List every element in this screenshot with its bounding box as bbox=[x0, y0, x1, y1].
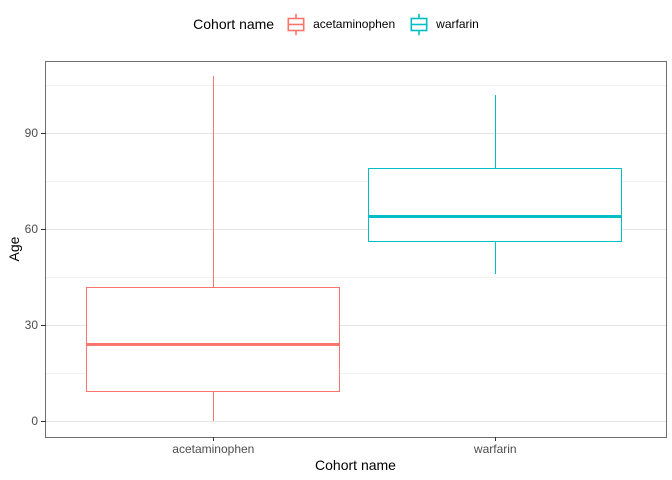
boxplot-key-icon bbox=[287, 13, 305, 35]
x-axis-title: Cohort name bbox=[315, 457, 396, 473]
boxplot-key-icon bbox=[410, 13, 428, 35]
gridline-minor bbox=[46, 276, 666, 278]
box-warfarin bbox=[368, 168, 623, 242]
y-tick-label: 90 bbox=[24, 126, 38, 141]
gridline-major bbox=[46, 324, 666, 326]
y-axis-title: Age bbox=[6, 236, 22, 262]
legend-item-acetaminophen: acetaminophen bbox=[286, 13, 395, 36]
y-tick-label: 30 bbox=[24, 318, 38, 333]
median-acetaminophen bbox=[86, 343, 341, 346]
legend-item-warfarin: warfarin bbox=[409, 13, 479, 36]
x-tick-mark bbox=[494, 437, 496, 441]
gridline-minor bbox=[46, 84, 666, 86]
whisker-upper-acetaminophen bbox=[212, 75, 215, 287]
legend-item-label: warfarin bbox=[436, 17, 479, 31]
gridline-minor bbox=[46, 180, 666, 182]
whisker-upper-warfarin bbox=[494, 94, 497, 169]
median-warfarin bbox=[368, 215, 623, 218]
plot-panel bbox=[45, 61, 667, 438]
y-tick-label: 60 bbox=[24, 222, 38, 237]
x-tick-label: acetaminophen bbox=[172, 442, 255, 456]
gridline-major bbox=[46, 228, 666, 230]
x-tick-mark bbox=[212, 437, 214, 441]
whisker-lower-warfarin bbox=[494, 241, 497, 274]
x-tick-label: warfarin bbox=[473, 442, 517, 456]
gridline-minor bbox=[46, 372, 666, 374]
legend-title: Cohort name bbox=[193, 16, 275, 32]
legend-item-label: acetaminophen bbox=[313, 17, 396, 31]
gridline-major bbox=[46, 420, 666, 422]
gridline-major bbox=[46, 132, 666, 134]
y-tick-mark bbox=[41, 420, 46, 422]
y-tick-mark bbox=[41, 132, 46, 134]
box-acetaminophen bbox=[86, 286, 341, 393]
y-tick-mark bbox=[41, 228, 46, 230]
y-tick-label: 0 bbox=[31, 414, 38, 428]
y-tick-mark bbox=[41, 324, 46, 326]
whisker-lower-acetaminophen bbox=[212, 392, 215, 421]
legend: Cohort name acetaminophen warfarin bbox=[0, 11, 672, 37]
